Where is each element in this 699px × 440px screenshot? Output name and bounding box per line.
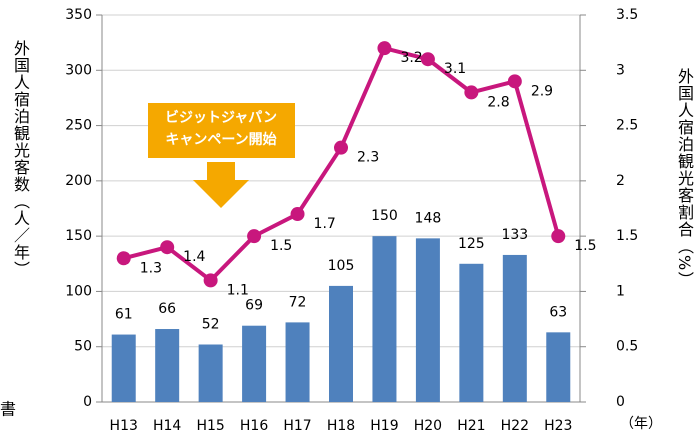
line-value-label: 1.5 — [574, 238, 596, 254]
x-tick-label: H23 — [544, 418, 572, 434]
bar — [372, 236, 397, 402]
bar — [155, 329, 180, 402]
bar-value-label: 69 — [245, 298, 263, 314]
line-value-label: 1.7 — [314, 216, 336, 232]
bar-value-label: 125 — [458, 236, 485, 252]
x-tick-label: H13 — [110, 418, 138, 434]
annotation-arrow — [193, 162, 249, 208]
x-tick-label: H15 — [196, 418, 224, 434]
y2-tick-label: 2.5 — [616, 118, 638, 134]
line-marker — [160, 240, 175, 255]
bar — [546, 332, 571, 402]
bar — [502, 254, 527, 402]
bar-value-label: 105 — [328, 258, 355, 274]
line-value-label: 3.1 — [444, 61, 466, 77]
line-value-label: 1.3 — [140, 260, 162, 276]
y2-tick-label: 0 — [616, 394, 625, 410]
y-tick-label: 50 — [74, 339, 92, 355]
line-marker — [551, 229, 566, 244]
y2-tick-label: 3 — [616, 62, 625, 78]
x-tick-label: H20 — [414, 418, 442, 434]
bar-value-label: 133 — [501, 227, 528, 243]
y2-tick-label: 1 — [616, 283, 625, 299]
x-tick-label: H22 — [501, 418, 529, 434]
y2-tick-label: 3.5 — [616, 7, 638, 23]
bar-value-label: 72 — [289, 294, 307, 310]
annotation-text: ビジットジャパン — [165, 110, 277, 126]
line-marker — [116, 251, 131, 266]
y-tick-label: 200 — [65, 173, 92, 189]
line-marker — [420, 52, 435, 67]
x-axis-label: （年） — [620, 416, 662, 432]
line-value-label: 1.1 — [227, 282, 249, 298]
line-value-label: 3.2 — [400, 50, 422, 66]
y2-axis-label: 外国人宿泊観光客割合（%） — [675, 68, 694, 289]
x-tick-label: H21 — [457, 418, 485, 434]
x-tick-label: H19 — [370, 418, 398, 434]
line-marker — [334, 140, 348, 155]
line-value-label: 1.4 — [183, 249, 205, 265]
x-tick-label: H17 — [283, 418, 311, 434]
bar — [111, 334, 136, 402]
bar — [198, 344, 223, 402]
y2-tick-label: 2 — [616, 173, 625, 189]
y2-tick-label: 0.5 — [616, 339, 638, 355]
y2-tick-label: 1.5 — [616, 228, 638, 244]
line-marker — [464, 85, 479, 100]
line — [123, 45, 561, 284]
line-marker — [290, 207, 305, 222]
bar-value-label: 61 — [115, 307, 133, 323]
line-marker — [247, 229, 262, 244]
bar-value-label: 150 — [371, 208, 398, 224]
bar-value-label: 66 — [158, 301, 176, 317]
annotation-box — [148, 103, 295, 158]
y-tick-label: 250 — [65, 118, 92, 134]
bar-value-label: 63 — [549, 304, 567, 320]
bar-value-label: 52 — [202, 317, 220, 333]
bar — [459, 263, 484, 402]
y-axis-label: 外国人宿泊観光客数（人／年） — [11, 40, 30, 278]
line-marker — [203, 273, 218, 288]
line-marker — [507, 74, 522, 89]
line-value-label: 2.8 — [487, 94, 509, 110]
bar — [242, 325, 267, 402]
x-tick-label: H16 — [240, 418, 268, 434]
line-marker — [377, 41, 392, 56]
x-tick-label: H18 — [327, 418, 355, 434]
line-value-label: 2.9 — [531, 83, 553, 99]
y-tick-label: 300 — [65, 62, 92, 78]
y-tick-label: 100 — [65, 283, 92, 299]
bar — [329, 285, 353, 402]
bar — [285, 322, 310, 402]
bar-value-label: 148 — [415, 210, 442, 226]
line-value-label: 2.3 — [357, 150, 379, 166]
annotation-text: キャンペーン開始 — [165, 131, 276, 148]
bar — [415, 238, 440, 402]
y-tick-label: 0 — [83, 394, 92, 410]
x-tick-label: H14 — [153, 418, 181, 434]
side-note: 書 — [0, 400, 16, 419]
line-value-label: 1.5 — [270, 238, 292, 254]
y-tick-label: 150 — [65, 228, 92, 244]
y-tick-label: 350 — [65, 7, 92, 23]
